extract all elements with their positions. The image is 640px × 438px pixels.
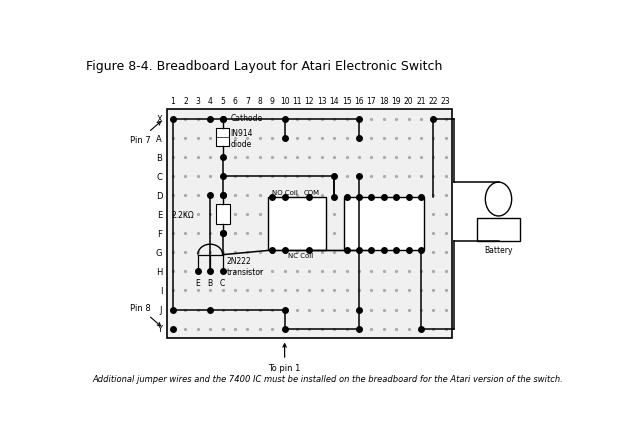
Text: A: A: [156, 134, 162, 143]
Text: C: C: [220, 278, 225, 287]
Text: 12: 12: [305, 97, 314, 106]
Text: C: C: [156, 172, 162, 181]
Text: D: D: [156, 191, 162, 200]
Text: 4: 4: [208, 97, 212, 106]
Text: 14: 14: [330, 97, 339, 106]
Text: To pin 1: To pin 1: [268, 344, 301, 372]
Text: 5: 5: [220, 97, 225, 106]
Text: 18: 18: [379, 97, 388, 106]
Text: Battery: Battery: [484, 246, 513, 254]
Text: H: H: [156, 267, 162, 276]
Text: 9: 9: [270, 97, 275, 106]
Bar: [216, 129, 229, 147]
Ellipse shape: [485, 183, 511, 216]
Text: Cathode: Cathode: [230, 113, 262, 123]
Text: 6-volt: 6-volt: [488, 226, 509, 235]
Text: Additional jumper wires and the 7400 IC must be installed on the breadboard for : Additional jumper wires and the 7400 IC …: [93, 374, 563, 383]
Text: +: +: [495, 201, 502, 210]
Text: X: X: [156, 115, 162, 124]
Text: I: I: [159, 286, 162, 295]
Text: F: F: [157, 229, 162, 238]
Bar: [344, 198, 424, 251]
Text: 20: 20: [404, 97, 413, 106]
Text: Pin 8: Pin 8: [129, 304, 161, 326]
Text: 1: 1: [171, 97, 175, 106]
Text: IN914
diode: IN914 diode: [230, 129, 253, 149]
Text: 8: 8: [257, 97, 262, 106]
Text: 2N222
transistor: 2N222 transistor: [227, 257, 264, 277]
Text: Pin 7: Pin 7: [129, 122, 161, 145]
Bar: [268, 198, 326, 251]
Text: 19: 19: [392, 97, 401, 106]
Text: 2: 2: [183, 97, 188, 106]
Text: NO Coil: NO Coil: [271, 190, 298, 196]
Text: B: B: [207, 278, 212, 287]
Text: NC Coil: NC Coil: [289, 253, 314, 259]
Text: 15: 15: [342, 97, 351, 106]
Text: 21: 21: [416, 97, 426, 106]
Text: E: E: [157, 210, 162, 219]
Text: 22: 22: [429, 97, 438, 106]
Text: 1: 1: [349, 220, 355, 229]
Text: −: −: [508, 225, 516, 235]
Text: +: +: [481, 226, 488, 235]
Text: 11: 11: [292, 97, 301, 106]
Text: 13: 13: [317, 97, 326, 106]
Text: 17: 17: [367, 97, 376, 106]
Text: Y: Y: [157, 325, 162, 333]
Text: E: E: [195, 278, 200, 287]
Text: 23: 23: [441, 97, 451, 106]
Text: 7: 7: [245, 97, 250, 106]
Text: Figure 8-4. Breadboard Layout for Atari Electronic Switch: Figure 8-4. Breadboard Layout for Atari …: [86, 60, 443, 73]
Text: SPDT Relay: SPDT Relay: [275, 220, 319, 229]
Bar: [477, 219, 520, 242]
Text: 2.2KΩ: 2.2KΩ: [172, 210, 194, 219]
Text: COM: COM: [303, 190, 320, 196]
Bar: [167, 110, 452, 338]
Bar: [216, 205, 230, 225]
Text: 3: 3: [195, 97, 200, 106]
Text: 6: 6: [232, 97, 237, 106]
Text: G: G: [156, 248, 162, 257]
Text: −: −: [495, 189, 502, 199]
Text: B: B: [156, 153, 162, 162]
Text: J: J: [159, 305, 162, 314]
Text: 7400: 7400: [377, 220, 400, 229]
Text: 10: 10: [280, 97, 289, 106]
Text: 16: 16: [354, 97, 364, 106]
